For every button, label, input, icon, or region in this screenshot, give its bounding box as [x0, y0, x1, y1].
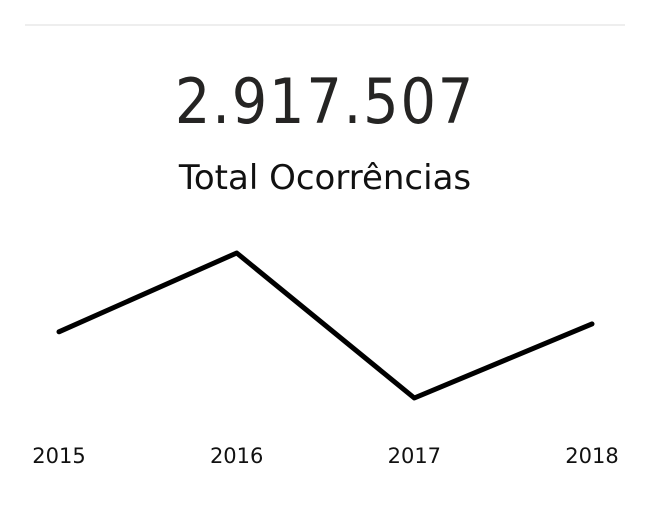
x-axis-ticks: 2015 2016 2017 2018 [32, 444, 618, 468]
trend-line-layer [56, 250, 595, 401]
divider [25, 24, 625, 26]
kpi-label: Total Ocorrências [178, 158, 472, 198]
x-tick-label: 2017 [388, 444, 441, 468]
x-tick-label: 2016 [210, 444, 263, 468]
trend-line [56, 250, 595, 401]
x-tick-label: 2018 [565, 444, 618, 468]
x-tick-label: 2015 [32, 444, 85, 468]
kpi-value: 2.917.507 [174, 65, 476, 138]
